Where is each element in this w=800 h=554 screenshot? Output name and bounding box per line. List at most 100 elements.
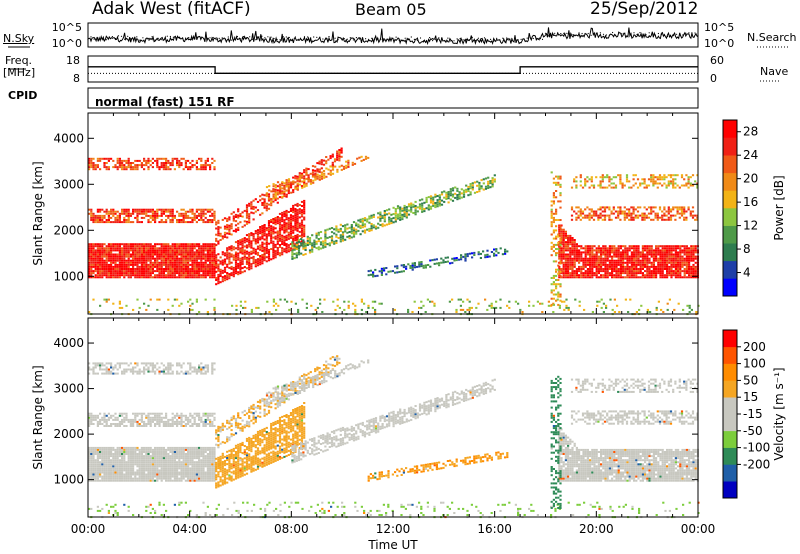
power-heatmap-cell	[584, 261, 587, 264]
power-heatmap-cell	[654, 176, 657, 179]
nsearch-noise-point	[660, 34, 663, 36]
power-heatmap-cell	[134, 164, 137, 167]
power-heatmap-cell	[226, 220, 229, 222]
power-heatmap-cell	[591, 251, 594, 254]
power-heatmap-cell	[191, 159, 194, 162]
power-heatmap-cell	[346, 223, 349, 226]
power-heatmap-cell	[250, 256, 253, 259]
power-heatmap-cell	[557, 283, 560, 286]
power-heatmap-cell	[191, 164, 194, 167]
power-heatmap-cell	[162, 251, 165, 254]
power-heatmap-cell	[602, 270, 605, 273]
power-heatmap-cell	[182, 255, 185, 258]
power-heatmap-cell	[584, 247, 587, 250]
power-heatmap-cell	[105, 157, 108, 160]
power-heatmap-cell	[228, 226, 231, 229]
power-heatmap-cell	[633, 276, 636, 279]
power-heatmap-cell	[582, 272, 585, 275]
power-heatmap-cell	[333, 158, 337, 161]
nsearch-noise-point	[496, 37, 498, 40]
power-heatmap-cell	[267, 222, 271, 224]
power-heatmap-cell	[390, 213, 393, 216]
power-heatmap-cell	[420, 263, 423, 266]
power-heatmap-cell	[239, 243, 242, 246]
power-heatmap-cell	[374, 268, 377, 271]
power-heatmap-cell	[151, 166, 154, 169]
power-heatmap-cell	[586, 259, 589, 262]
power-heatmap-cell	[158, 168, 161, 171]
power-heatmap-cell	[692, 276, 695, 279]
nsearch-noise-point	[99, 38, 101, 40]
power-heatmap-cell	[123, 247, 126, 250]
power-heatmap-cell	[369, 269, 372, 272]
power-heatmap-cell	[600, 276, 603, 279]
power-heatmap-cell	[162, 263, 165, 266]
power-heatmap-cell	[685, 218, 688, 221]
power-heatmap-cell	[550, 291, 553, 294]
power-heatmap-cell	[486, 249, 489, 252]
power-heatmap-cell	[357, 219, 360, 222]
power-heatmap-cell	[94, 245, 97, 248]
power-heatmap-cell	[263, 238, 266, 241]
power-heatmap-cell	[176, 162, 179, 164]
power-heatmap-cell	[328, 227, 331, 230]
power-heatmap-cell	[589, 274, 592, 277]
power-heatmap-cell	[672, 186, 675, 189]
power-heatmap-cell	[167, 259, 170, 262]
power-heatmap-cell	[469, 183, 472, 185]
power-heatmap-cell	[204, 243, 207, 246]
power-heatmap-cell	[635, 251, 638, 254]
power-heatmap-cell	[140, 268, 143, 270]
power-heatmap-cell	[184, 261, 187, 264]
nsearch-noise-point	[139, 39, 141, 41]
power-heatmap-cell	[617, 216, 620, 219]
power-heatmap-cell	[588, 208, 591, 211]
power-heatmap-cell	[204, 249, 207, 252]
power-heatmap-cell	[154, 270, 157, 273]
power-heatmap-cell	[663, 206, 666, 209]
power-heatmap-cell	[676, 174, 679, 177]
power-heatmap-cell	[665, 214, 668, 217]
power-heatmap-cell	[145, 249, 148, 252]
power-heatmap-cell	[669, 218, 673, 221]
power-heatmap-cell	[402, 270, 405, 273]
power-heatmap-cell	[169, 214, 172, 217]
power-heatmap-cell	[315, 240, 318, 243]
power-heatmap-cell	[696, 214, 699, 217]
power-heatmap-cell	[564, 247, 567, 250]
power-heatmap-cell	[692, 253, 695, 256]
power-heatmap-cell	[385, 273, 388, 276]
power-heatmap-cell	[112, 272, 115, 275]
power-heatmap-cell	[243, 209, 246, 212]
power-heatmap-cell	[652, 206, 655, 209]
power-heatmap-cell	[363, 225, 367, 228]
power-heatmap-cell	[270, 200, 273, 203]
power-heatmap-cell	[158, 276, 161, 279]
power-heatmap-cell	[325, 160, 328, 163]
power-heatmap-cell	[259, 248, 262, 251]
power-heatmap-cell	[438, 196, 441, 199]
nsearch-noise-point	[111, 36, 113, 38]
power-heatmap-cell	[195, 268, 198, 270]
power-heatmap-cell	[265, 237, 268, 240]
power-heatmap-cell	[337, 237, 340, 239]
power-heatmap-cell	[688, 247, 691, 250]
power-heatmap-cell	[189, 263, 192, 266]
power-heatmap-cell	[493, 252, 496, 255]
power-heatmap-cell	[645, 214, 648, 217]
power-heatmap-cell	[191, 221, 194, 224]
power-heatmap-cell	[134, 159, 137, 162]
power-heatmap-cell	[633, 268, 636, 270]
nsearch-noise-point	[310, 37, 312, 39]
power-heatmap-cell	[575, 180, 578, 183]
power-heatmap-cell	[287, 250, 290, 253]
power-heatmap-cell	[555, 190, 558, 192]
power-heatmap-cell	[339, 238, 342, 241]
power-heatmap-cell	[685, 247, 688, 250]
power-heatmap-cell	[556, 298, 559, 301]
nsearch-noise-point	[673, 35, 675, 37]
power-heatmap-cell	[630, 186, 633, 189]
power-heatmap-cell	[325, 162, 328, 165]
power-heatmap-cell	[105, 247, 108, 250]
power-heatmap-cell	[165, 243, 168, 246]
